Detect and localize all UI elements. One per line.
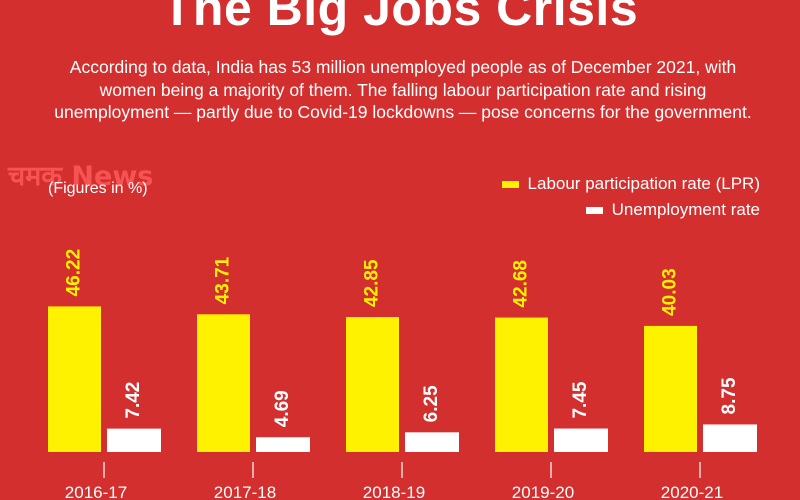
value-label-lpr-2016-17: 46.22 [64,249,85,297]
legend-label-lpr: Labour participation rate (LPR) [527,174,760,193]
legend-swatch-unemployment [585,206,603,214]
watermark-logo: चमक News [8,161,154,192]
value-label-lpr-2018-19: 42.85 [362,259,383,307]
legend-item-unemployment: Unemployment rate [585,200,760,220]
category-label-2017-18: 2017-18 [214,483,276,500]
category-label-2020-21: 2020-21 [661,483,723,500]
bar-lpr-2016-17 [48,306,101,452]
value-label-lpr-2020-21: 40.03 [660,268,681,316]
intro-text: According to data, India has 53 million … [54,57,752,122]
legend-item-lpr: Labour participation rate (LPR) [501,174,760,194]
bar-unemployment-2017-18 [256,437,310,452]
category-label-2019-20: 2019-20 [512,483,574,500]
bar-lpr-2018-19 [346,317,399,452]
value-label-unemployment-2019-20: 7.45 [570,381,591,418]
page-title: The Big Jobs Crisis [161,0,639,36]
bar-unemployment-2020-21 [703,424,757,452]
legend-label-unemployment: Unemployment rate [611,200,760,219]
bar-unemployment-2019-20 [554,428,608,452]
category-label-2016-17: 2016-17 [65,483,127,500]
legend-swatch-lpr [501,180,519,188]
value-label-unemployment-2018-19: 6.25 [421,385,442,422]
value-label-lpr-2017-18: 43.71 [213,256,234,304]
units-note: (Figures in %) [48,180,148,197]
bar-unemployment-2018-19 [405,432,459,452]
value-label-lpr-2019-20: 42.68 [511,260,532,308]
value-label-unemployment-2020-21: 8.75 [719,377,740,414]
value-label-unemployment-2016-17: 7.42 [123,382,144,419]
bar-unemployment-2016-17 [107,428,161,452]
bar-lpr-2020-21 [644,325,697,452]
bar-lpr-2017-18 [197,314,250,452]
category-label-2018-19: 2018-19 [363,483,425,500]
value-label-unemployment-2017-18: 4.69 [272,390,293,427]
bar-lpr-2019-20 [495,317,548,452]
